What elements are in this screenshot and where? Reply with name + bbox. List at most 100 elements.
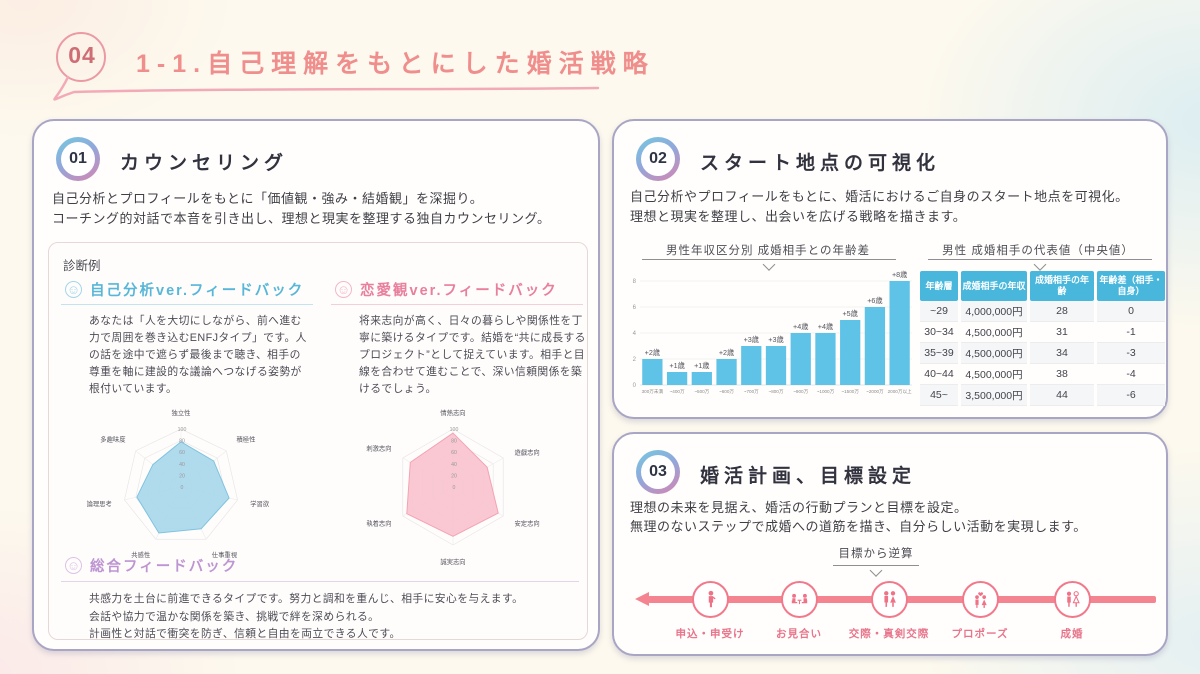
table-cell: -4: [1097, 364, 1165, 385]
table-cell: 0: [1097, 301, 1165, 322]
svg-text:独立性: 独立性: [172, 408, 191, 417]
timeline-node-3: [870, 581, 908, 618]
card-01-badge-number: 01: [61, 142, 95, 176]
svg-text:~600万: ~600万: [719, 389, 734, 395]
card-02-badge-number: 02: [641, 142, 675, 176]
svg-text:100: 100: [450, 427, 459, 433]
median-values-table: 年齢層 成婚相手の年収 成婚相手の年齢 年齢差（相手・自身） ~29 4,000,000円…: [920, 271, 1165, 406]
counseling-card: 01 カウンセリング 自己分析とプロフィールをもとに「価値観・強み・結婚観」を深…: [32, 119, 600, 651]
table-header-cell: 年齢層: [920, 271, 958, 301]
smiley-icon: ☺: [65, 281, 82, 298]
svg-text:40: 40: [451, 462, 457, 468]
svg-text:+3歳: +3歳: [744, 335, 759, 344]
table-cell: 4,500,000円: [961, 343, 1027, 364]
svg-text:~700万: ~700万: [744, 389, 759, 395]
svg-text:80: 80: [451, 439, 457, 445]
svg-text:執着志向: 執着志向: [366, 519, 391, 528]
table-cell: 28: [1030, 301, 1094, 322]
total-feedback-body: 共感力を土台に前進できるタイプです。努力と調和を重んじ、相手に安心を与えます。 …: [89, 593, 524, 640]
svg-text:4: 4: [633, 331, 637, 337]
svg-text:~900万: ~900万: [793, 389, 808, 395]
svg-text:安定志向: 安定志向: [514, 519, 539, 528]
counseling-title: カウンセリング: [120, 153, 289, 174]
svg-text:論理思考: 論理思考: [87, 499, 112, 508]
table-cell: 3,500,000円: [961, 385, 1027, 406]
svg-text:6: 6: [633, 305, 637, 311]
svg-text:+2歳: +2歳: [719, 348, 734, 357]
svg-text:60: 60: [179, 450, 185, 456]
svg-text:20: 20: [179, 473, 185, 479]
table-header-cell: 成婚相手の年収: [961, 271, 1027, 301]
table-cell: ~29: [920, 301, 958, 322]
timeline-node-1: [691, 581, 729, 618]
svg-text:2000万以上: 2000万以上: [888, 388, 912, 395]
timeline-node-2: [780, 581, 818, 618]
svg-text:遊戯志向: 遊戯志向: [514, 448, 539, 457]
couple-icon: [883, 591, 896, 607]
svg-text:~800万: ~800万: [769, 389, 784, 395]
table-cell: 4,500,000円: [961, 322, 1027, 343]
timeline-step-label: 申込・申受け: [675, 628, 745, 640]
card-01-badge: 01: [56, 137, 100, 181]
table-cell: -3: [1097, 343, 1165, 364]
timeline-step-label: 成婚: [1060, 628, 1084, 640]
svg-text:80: 80: [179, 439, 185, 445]
svg-text:+4歳: +4歳: [793, 322, 808, 331]
love-feedback-divider: [331, 304, 583, 305]
header-decoration: [53, 32, 600, 101]
plan-card: 03 婚活計画、目標設定 理想の未来を見据え、婚活の行動プランと目標を設定。 無…: [612, 432, 1168, 656]
svg-text:300万未満: 300万未満: [642, 388, 664, 395]
svg-text:+5歳: +5歳: [842, 309, 857, 318]
table-cell: 45~: [920, 385, 958, 406]
smiley-icon: ☺: [335, 281, 352, 298]
svg-text:多趣味度: 多趣味度: [100, 435, 126, 444]
svg-text:~1000万: ~1000万: [817, 389, 835, 395]
reverse-calc-bracket: [833, 565, 919, 566]
timeline-step-label: プロポーズ: [951, 628, 1009, 640]
svg-text:60: 60: [451, 450, 457, 456]
svg-text:学習欲: 学習欲: [250, 499, 270, 508]
svg-text:0: 0: [181, 485, 184, 491]
table-title: 男性 成婚相手の代表値（中央値）: [942, 245, 1134, 257]
plan-description: 理想の未来を見据え、婚活の行動プランと目標を設定。 無理のないステップで成婚への…: [630, 500, 1087, 534]
timeline-step-label: 交際・真剣交際: [848, 628, 930, 640]
svg-text:100: 100: [178, 427, 187, 433]
diagnosis-example-box: 診断例 ☺ 自己分析ver.フィードバック あなたは「人を大切にしながら、前へ進…: [48, 242, 588, 640]
visualization-card: 02 スタート地点の可視化 自己分析やプロフィールをもとに、婚活におけるご自身の…: [612, 119, 1168, 419]
svg-text:情熱志向: 情熱志向: [440, 408, 465, 417]
table-cell: 35~39: [920, 343, 958, 364]
marriage-icon: [1066, 591, 1080, 607]
svg-text:0: 0: [453, 485, 456, 491]
page-title: 1-1.自己理解をもとにした婚活戦略: [136, 50, 655, 78]
card-02-badge: 02: [636, 137, 680, 181]
svg-text:刺激志向: 刺激志向: [366, 444, 391, 453]
table-header-cell: 年齢差（相手・自身）: [1097, 271, 1165, 301]
timeline-node-5: [1053, 581, 1091, 618]
svg-text:~1500万: ~1500万: [841, 389, 859, 395]
svg-text:+8歳: +8歳: [892, 270, 907, 279]
self-feedback-body: あなたは「人を大切にしながら、前へ進む力で周囲を巻き込むENFJタイプ」です。人…: [89, 315, 307, 395]
table-cell: 30~34: [920, 322, 958, 343]
table-cell: 40~44: [920, 364, 958, 385]
applicant-icon: [708, 590, 716, 608]
card-03-badge-number: 03: [641, 455, 675, 489]
table-cell: 4,500,000円: [961, 364, 1027, 385]
visualization-title: スタート地点の可視化: [700, 153, 941, 174]
section-number-badge: 04: [68, 42, 96, 68]
svg-text:+1歳: +1歳: [669, 361, 684, 370]
visualization-description: 自己分析やプロフィールをもとに、婚活におけるご自身のスタート地点を可視化。 理想…: [630, 189, 1129, 224]
bar-chart-bracket: [642, 259, 896, 260]
table-cell: 4,000,000円: [961, 301, 1027, 322]
plan-title: 婚活計画、目標設定: [700, 466, 917, 487]
love-feedback-body: 将来志向が高く、日々の暮らしや関係性を丁寧に築けるタイプです。結婚を“共に成長す…: [359, 315, 586, 395]
timeline-step-label: お見合い: [776, 628, 822, 640]
svg-text:+1歳: +1歳: [694, 361, 709, 370]
table-cell: 34: [1030, 343, 1094, 364]
svg-text:仕事重視: 仕事重視: [212, 550, 238, 559]
self-feedback-divider: [61, 304, 313, 305]
timeline-node-4: [961, 581, 999, 618]
total-feedback-heading: ☺ 総合フィードバック: [65, 555, 238, 576]
